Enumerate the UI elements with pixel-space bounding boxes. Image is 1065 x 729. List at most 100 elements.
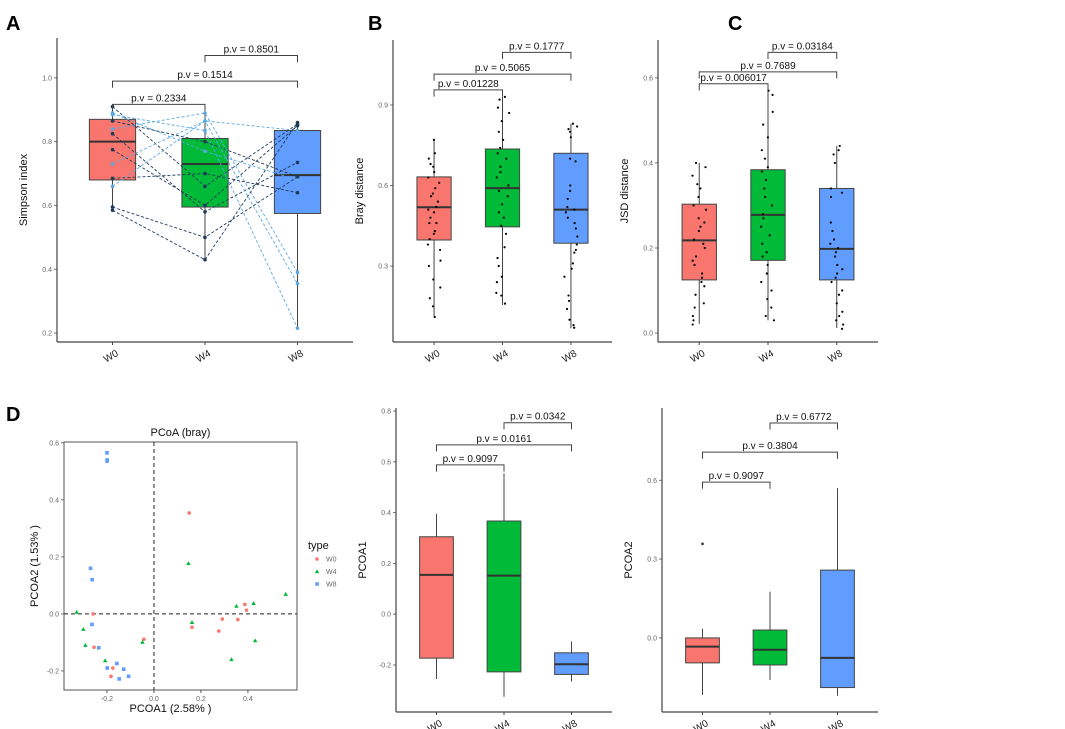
data-point: [703, 246, 706, 250]
data-point: [432, 211, 436, 214]
x-tick-label: W0: [689, 348, 708, 365]
data-point: [700, 276, 704, 279]
data-point: [568, 130, 572, 133]
data-point: [694, 255, 698, 258]
y-axis-title: PCOA2: [623, 541, 635, 578]
data-point: [434, 187, 437, 190]
data-point: [761, 255, 764, 258]
paired-point: [203, 149, 207, 154]
x-tick-label: W4: [195, 348, 214, 365]
data-point: [426, 243, 430, 246]
data-point: [766, 136, 770, 139]
panel-c: 0.0 0.2 0.4 0.6 JSD distance W0 W4 W8 p.v = 0.00…: [619, 40, 878, 365]
scatter-point-w0: [187, 511, 191, 515]
x-tick-label: W4: [760, 718, 779, 729]
scatter-point-w4: [283, 591, 288, 596]
y-tick-label: 0.8: [381, 409, 391, 416]
scatter-point-w4: [102, 658, 108, 663]
x-tick-label: 0.0: [149, 696, 159, 703]
data-point: [691, 259, 694, 262]
data-point: [576, 125, 579, 128]
panel-letter-a: A: [6, 13, 20, 35]
data-point: [435, 221, 438, 225]
significance-bracket: [436, 444, 572, 452]
scatter-point-w8: [115, 661, 119, 666]
paired-point: [203, 139, 207, 144]
data-point: [438, 181, 441, 184]
data-point: [694, 293, 697, 296]
data-point: [573, 221, 576, 225]
data-point: [504, 232, 508, 235]
data-point: [496, 106, 500, 109]
data-point: [838, 314, 841, 318]
paired-line: [112, 112, 298, 273]
box-w0: [685, 637, 720, 664]
y-tick-label: 0.2: [49, 554, 59, 561]
data-point: [505, 157, 508, 160]
data-point: [429, 162, 432, 166]
significance-bracket: [503, 422, 572, 430]
data-point: [697, 195, 700, 199]
y-tick-label: -0.2: [47, 668, 59, 675]
x-tick-label: W8: [287, 348, 306, 365]
data-point: [766, 263, 769, 267]
significance-bracket: [767, 51, 838, 59]
data-point: [500, 294, 503, 297]
data-point: [496, 152, 499, 155]
paired-point: [110, 147, 115, 152]
x-tick-label: W0: [692, 718, 711, 729]
data-point: [428, 238, 431, 241]
significance-bracket: [502, 51, 572, 59]
paired-point: [110, 119, 115, 123]
data-point: [835, 302, 838, 305]
scatter-point-w8: [121, 667, 126, 671]
data-point: [427, 264, 430, 268]
scatter-point-w0: [92, 645, 96, 650]
data-point: [499, 165, 502, 168]
plot-title: PCoA (bray): [151, 427, 211, 439]
paired-point: [295, 326, 300, 331]
data-point: [436, 200, 440, 203]
scatter-point-w4: [74, 609, 79, 614]
data-point: [702, 302, 705, 305]
data-point: [567, 294, 570, 297]
data-point: [498, 98, 501, 101]
p-value-label: p.v = 0.03184: [772, 41, 833, 52]
data-point: [428, 297, 431, 300]
data-point: [568, 318, 571, 321]
p-value-label: p.v = 0.5065: [475, 63, 531, 74]
p-value-label: p.v = 0.3804: [742, 441, 798, 452]
p-value-label: p.v = 0.2334: [131, 93, 187, 104]
data-point: [570, 267, 573, 270]
x-tick-label: W0: [424, 348, 443, 365]
x-tick-label: W8: [561, 718, 580, 729]
panel-a: 0.2 0.4 0.6 0.8 1.0 Simpson index W0 W4 W8 p.v = …: [18, 38, 353, 365]
data-point: [764, 178, 768, 182]
data-point: [765, 251, 768, 254]
data-point: [499, 170, 502, 174]
data-point: [760, 225, 763, 228]
x-tick-label: 0.4: [243, 696, 253, 703]
y-tick-label: 0.3: [647, 557, 657, 564]
p-value-label: p.v = 0.8501: [224, 45, 280, 56]
x-axis-title: PCOA1 (2.58% ): [130, 703, 212, 715]
data-point: [760, 280, 763, 284]
data-point: [703, 221, 706, 224]
scatter-point-w4: [81, 626, 86, 631]
paired-point: [203, 184, 207, 189]
box-w8: [819, 187, 855, 281]
scatter-point-w4: [234, 603, 239, 608]
scatter-point-w0: [91, 612, 95, 616]
data-point: [761, 212, 765, 216]
data-point: [432, 278, 435, 281]
data-point: [693, 263, 696, 267]
box-w8: [553, 152, 589, 244]
data-point: [700, 280, 703, 284]
data-point: [571, 262, 574, 265]
x-tick-label: W4: [492, 348, 511, 365]
data-point: [832, 238, 836, 241]
significance-bracket: [204, 55, 298, 63]
data-point: [496, 256, 499, 260]
data-point: [432, 138, 436, 141]
paired-point: [295, 281, 300, 286]
